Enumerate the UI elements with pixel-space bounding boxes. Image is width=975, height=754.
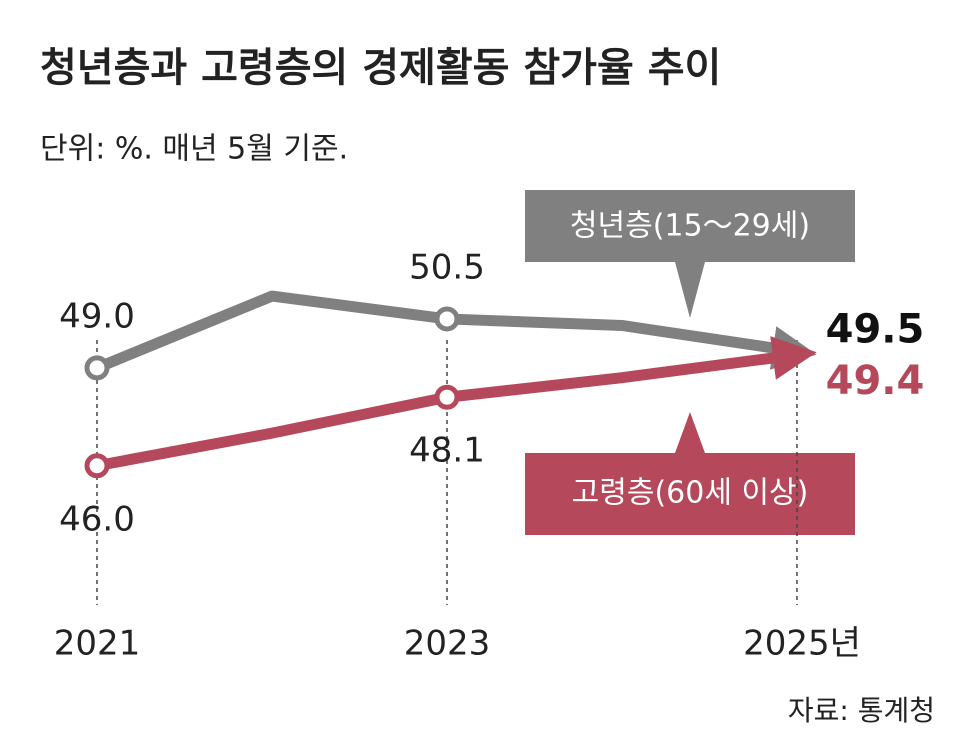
point bbox=[434, 306, 460, 332]
data-label: 46.0 bbox=[59, 499, 135, 539]
data-label: 49.5 bbox=[826, 307, 925, 353]
data-label: 48.1 bbox=[409, 431, 485, 471]
legend-label: 고령층(60세 이상) bbox=[572, 476, 809, 511]
legend-callout bbox=[525, 190, 855, 318]
chart-title: 청년층과 고령층의 경제활동 참가율 추이 bbox=[40, 45, 721, 91]
legend-callout bbox=[525, 412, 855, 535]
x-tick-label: 2025년 bbox=[743, 624, 861, 664]
point bbox=[434, 384, 460, 410]
data-label: 49.4 bbox=[826, 358, 925, 404]
source: 자료: 통계청 bbox=[788, 694, 935, 727]
chart-subtitle: 단위: %. 매년 5월 기준. bbox=[40, 132, 348, 167]
data-label: 50.5 bbox=[409, 247, 485, 287]
legend-label: 청년층(15～29세) bbox=[570, 209, 810, 244]
data-label: 49.0 bbox=[59, 296, 135, 336]
x-tick-label: 2021 bbox=[54, 624, 141, 664]
x-tick-label: 2023 bbox=[404, 624, 491, 664]
point bbox=[84, 355, 110, 381]
point bbox=[84, 453, 110, 479]
